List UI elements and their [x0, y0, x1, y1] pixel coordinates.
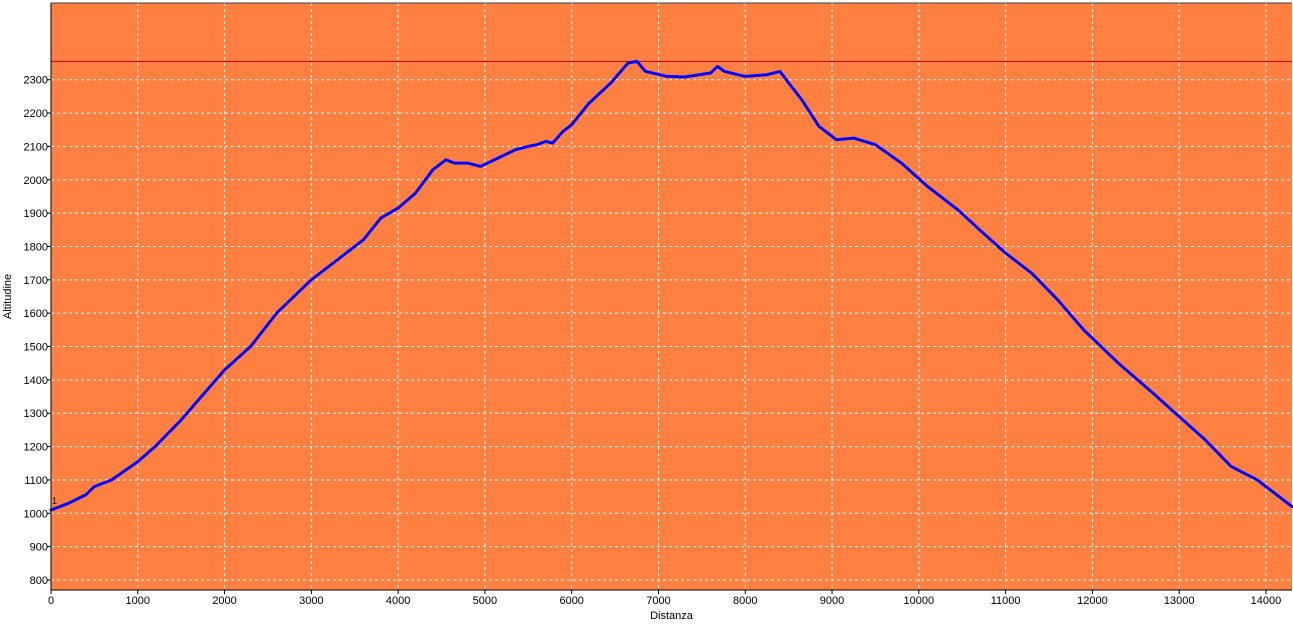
x-tick-label: 8000 [733, 595, 757, 607]
plot-area [51, 3, 1292, 590]
x-tick-label: 11000 [991, 595, 1021, 607]
y-tick-label: 1200 [24, 442, 48, 454]
start-marker-label: 1 [52, 496, 57, 506]
x-tick-label: 9000 [820, 595, 844, 607]
y-tick-label: 1400 [24, 375, 48, 387]
y-tick-label: 800 [30, 575, 48, 587]
y-tick-label: 1900 [24, 208, 48, 220]
x-tick-label: 5000 [473, 595, 497, 607]
tick-labels: 0 1000 2000 3000 4000 5000 6000 7000 8000 9000 100… [24, 75, 1282, 607]
x-tick-label: 13000 [1164, 595, 1195, 607]
x-tick-label: 0 [48, 595, 54, 607]
x-tick-label: 7000 [646, 595, 670, 607]
x-tick-label: 6000 [559, 595, 583, 607]
y-tick-label: 1000 [24, 508, 48, 520]
y-tick-label: 1100 [24, 475, 48, 487]
y-tick-label: 1300 [24, 408, 48, 420]
x-tick-label: 10000 [904, 595, 935, 607]
axes [47, 2, 1292, 594]
y-tick-label: 1800 [24, 241, 48, 253]
y-tick-label: 2300 [24, 75, 48, 87]
altitude-series-line [49, 59, 1293, 512]
y-tick-label: 1700 [24, 275, 48, 287]
x-tick-label: 14000 [1251, 595, 1282, 607]
y-tick-label: 1500 [24, 342, 48, 354]
x-tick-label: 12000 [1077, 595, 1108, 607]
x-tick-label: 1000 [126, 595, 150, 607]
x-tick-label: 3000 [299, 595, 323, 607]
y-tick-label: 900 [30, 542, 48, 554]
grid [51, 3, 1292, 590]
y-tick-label: 2200 [24, 108, 48, 120]
x-tick-label: 2000 [212, 595, 236, 607]
y-axis-label: Altitudine [2, 274, 14, 319]
y-tick-label: 2100 [24, 141, 48, 153]
y-tick-label: 1600 [24, 308, 48, 320]
y-tick-label: 2000 [24, 175, 48, 187]
x-axis-label: Distanza [650, 610, 694, 622]
x-tick-label: 4000 [386, 595, 410, 607]
